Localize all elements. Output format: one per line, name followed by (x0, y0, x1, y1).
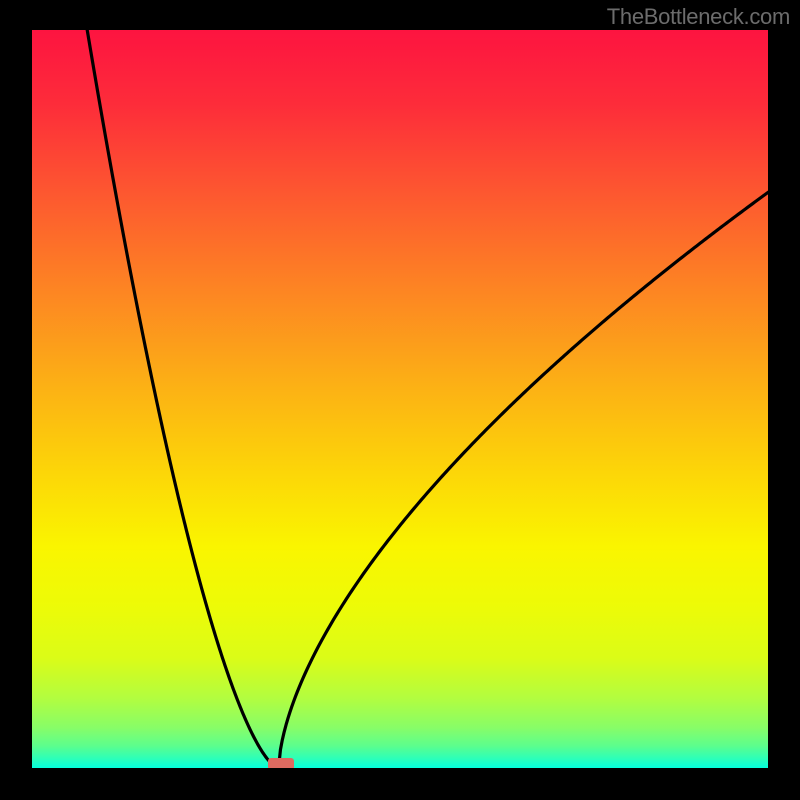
watermark-text: TheBottleneck.com (607, 4, 790, 30)
plot-frame (0, 30, 800, 800)
curve-overlay-svg (32, 30, 768, 768)
chart-container: TheBottleneck.com (0, 0, 800, 800)
plot-area (32, 30, 768, 768)
min-marker (268, 758, 294, 768)
